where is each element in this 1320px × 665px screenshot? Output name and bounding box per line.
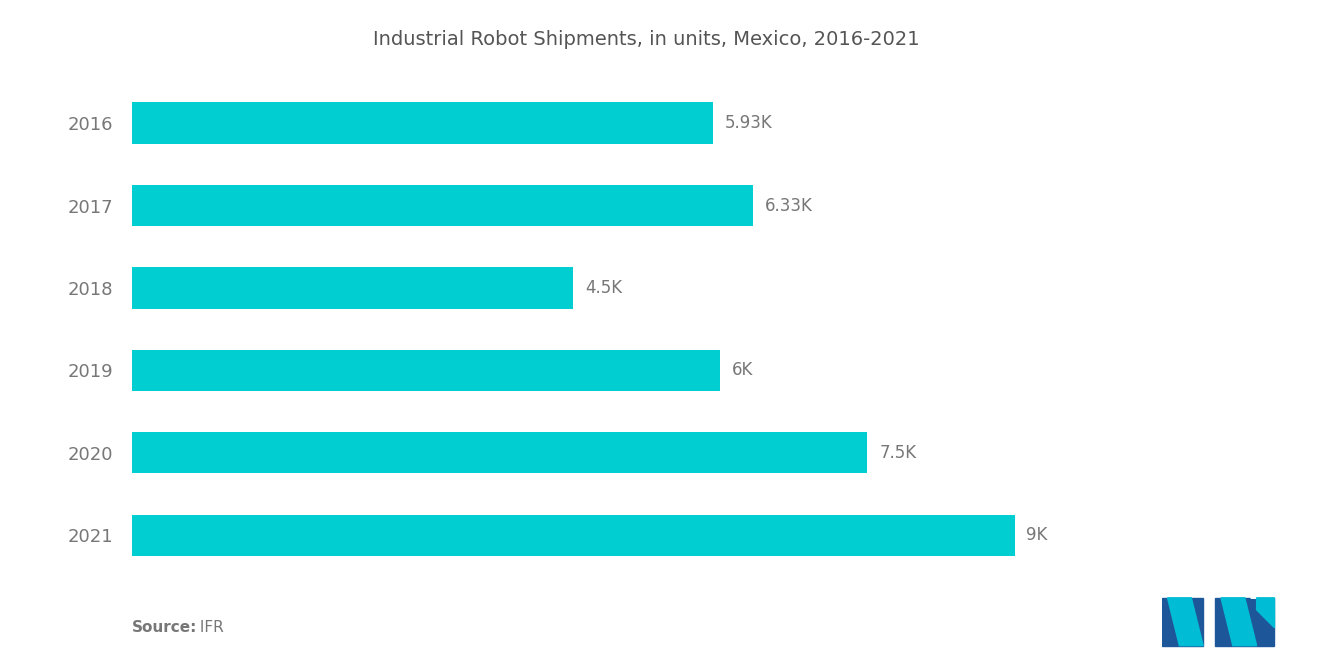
Bar bbox=[132, 185, 752, 226]
Polygon shape bbox=[1250, 598, 1274, 610]
Text: 4.5K: 4.5K bbox=[585, 279, 622, 297]
Bar bbox=[132, 102, 714, 144]
Text: 6.33K: 6.33K bbox=[764, 197, 812, 215]
Polygon shape bbox=[1257, 598, 1274, 628]
Text: 7.5K: 7.5K bbox=[879, 444, 916, 462]
Polygon shape bbox=[1167, 598, 1203, 646]
Bar bbox=[132, 515, 1015, 556]
FancyBboxPatch shape bbox=[1162, 598, 1203, 646]
Title: Industrial Robot Shipments, in units, Mexico, 2016-2021: Industrial Robot Shipments, in units, Me… bbox=[374, 30, 920, 49]
Text: 5.93K: 5.93K bbox=[725, 114, 774, 132]
Polygon shape bbox=[1221, 598, 1257, 646]
Text: IFR: IFR bbox=[195, 620, 224, 635]
Text: 6K: 6K bbox=[733, 361, 754, 380]
Bar bbox=[132, 432, 867, 473]
FancyBboxPatch shape bbox=[1214, 598, 1274, 646]
Text: 9K: 9K bbox=[1026, 526, 1048, 544]
Bar bbox=[132, 350, 721, 391]
Bar bbox=[132, 267, 573, 309]
Text: Source:: Source: bbox=[132, 620, 198, 635]
